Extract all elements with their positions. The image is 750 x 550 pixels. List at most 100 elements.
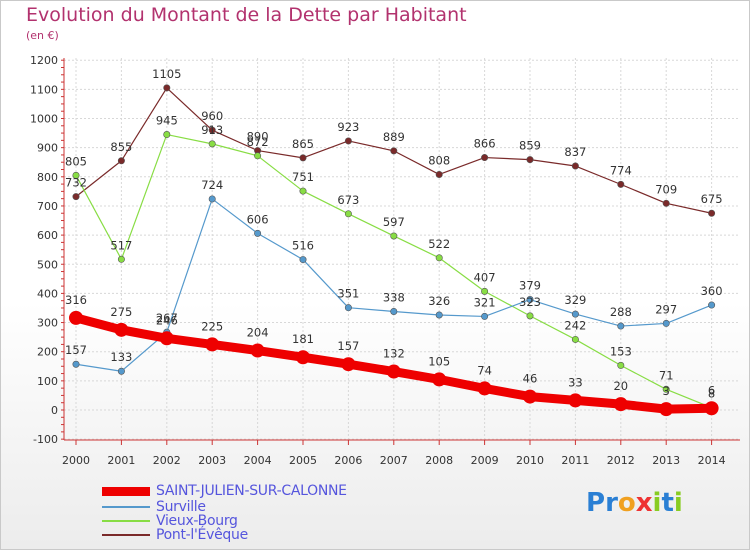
x-tick-label: 2002 xyxy=(153,454,181,467)
legend-swatch-surville xyxy=(102,506,150,508)
data-label-3: 960 xyxy=(201,109,223,123)
data-point-0 xyxy=(704,401,719,416)
data-label-1: 379 xyxy=(519,279,541,293)
data-point-3 xyxy=(72,193,80,201)
data-point-3 xyxy=(163,84,171,92)
data-label-3: 732 xyxy=(65,176,87,190)
data-label-1: 326 xyxy=(428,294,450,308)
data-label-0: 33 xyxy=(568,375,583,389)
y-tick-label: 200 xyxy=(37,346,58,359)
data-label-3: 808 xyxy=(428,153,450,167)
data-point-3 xyxy=(526,156,534,164)
data-label-1: 133 xyxy=(110,350,132,364)
proxiti-logo: Proxiti xyxy=(586,488,683,518)
legend-item-saint-julien: SAINT-JULIEN-SUR-CALONNE xyxy=(102,483,422,500)
data-label-2: 673 xyxy=(337,193,359,207)
data-point-0 xyxy=(341,357,356,372)
logo-letter: t xyxy=(661,488,674,518)
data-point-1 xyxy=(117,367,125,375)
data-point-3 xyxy=(662,199,670,207)
legend-swatch-vieux-bourg xyxy=(102,520,150,522)
data-point-1 xyxy=(708,301,716,309)
data-label-0: 3 xyxy=(663,384,670,398)
data-point-0 xyxy=(205,337,220,352)
data-point-0 xyxy=(523,389,537,404)
legend-label-surville: Surville xyxy=(156,499,206,515)
data-point-1 xyxy=(254,229,262,237)
data-point-3 xyxy=(617,180,625,188)
data-label-1: 351 xyxy=(337,287,359,301)
data-label-2: 945 xyxy=(156,114,178,128)
data-point-3 xyxy=(435,170,443,178)
data-point-1 xyxy=(571,310,579,318)
chart-unit-label: (en €) xyxy=(26,29,59,42)
data-point-1 xyxy=(617,322,625,330)
data-label-1: 321 xyxy=(474,295,496,309)
x-tick-label: 2003 xyxy=(198,454,226,467)
logo-letter: i xyxy=(652,488,662,518)
y-tick-label: 100 xyxy=(37,375,58,388)
legend-label-pont-l-eveque: Pont-l'Évêque xyxy=(156,527,248,543)
data-label-2: 153 xyxy=(610,344,632,358)
data-label-2: 242 xyxy=(564,318,586,332)
chart-title: Evolution du Montant de la Dette par Hab… xyxy=(26,4,467,26)
data-point-1 xyxy=(435,311,443,319)
legend-label-vieux-bourg: Vieux-Bourg xyxy=(156,513,238,529)
data-point-2 xyxy=(254,152,262,160)
x-tick-label: 2009 xyxy=(471,454,499,467)
data-point-2 xyxy=(662,385,670,393)
legend-item-surville: Surville xyxy=(102,499,422,516)
data-label-0: 204 xyxy=(247,326,269,340)
data-point-0 xyxy=(250,343,265,358)
legend-swatch-pont-l-eveque xyxy=(102,534,150,536)
data-label-0: 225 xyxy=(201,319,223,333)
data-label-3: 923 xyxy=(337,120,359,134)
logo-letter: x xyxy=(635,488,653,518)
data-point-0 xyxy=(114,322,129,337)
logo-letter: P xyxy=(586,488,606,518)
x-tick-label: 2007 xyxy=(380,454,408,467)
data-label-2: 751 xyxy=(292,170,314,184)
x-tick-label: 2005 xyxy=(289,454,317,467)
x-tick-label: 2012 xyxy=(607,454,635,467)
data-label-3: 1105 xyxy=(152,67,181,81)
data-label-3: 866 xyxy=(474,137,496,151)
data-point-1 xyxy=(662,319,670,327)
data-point-1 xyxy=(526,296,534,304)
data-point-0 xyxy=(568,393,583,408)
data-label-0: 132 xyxy=(383,347,405,361)
y-tick-label: 1200 xyxy=(30,54,58,67)
data-point-2 xyxy=(208,140,216,148)
data-label-1: 288 xyxy=(610,305,632,319)
data-label-0: 275 xyxy=(110,305,132,319)
data-point-2 xyxy=(163,131,171,139)
data-point-1 xyxy=(208,195,216,203)
x-tick-label: 2006 xyxy=(334,454,362,467)
y-tick-label: 500 xyxy=(37,258,58,271)
data-label-1: 516 xyxy=(292,239,314,253)
data-label-1: 724 xyxy=(201,178,223,192)
data-point-0 xyxy=(477,381,492,396)
data-label-1: 360 xyxy=(701,284,723,298)
y-tick-label: 800 xyxy=(37,171,58,184)
data-label-3: 865 xyxy=(292,137,314,151)
data-point-2 xyxy=(117,255,125,263)
data-point-3 xyxy=(481,154,489,162)
data-point-0 xyxy=(69,310,83,325)
y-tick-label: 0 xyxy=(51,404,58,417)
data-label-0: 181 xyxy=(292,332,314,346)
y-tick-label: 1100 xyxy=(30,83,58,96)
legend-swatch-saint-julien xyxy=(102,487,150,496)
data-point-2 xyxy=(617,361,625,369)
data-label-1: 157 xyxy=(65,343,87,357)
data-label-3: 890 xyxy=(247,130,269,144)
x-tick-label: 2014 xyxy=(698,454,726,467)
data-label-0: 6 xyxy=(708,383,715,397)
data-point-0 xyxy=(159,331,174,346)
data-label-2: 597 xyxy=(383,215,405,229)
y-tick-label: 700 xyxy=(37,200,58,213)
data-point-0 xyxy=(432,372,447,387)
data-point-0 xyxy=(613,397,628,412)
